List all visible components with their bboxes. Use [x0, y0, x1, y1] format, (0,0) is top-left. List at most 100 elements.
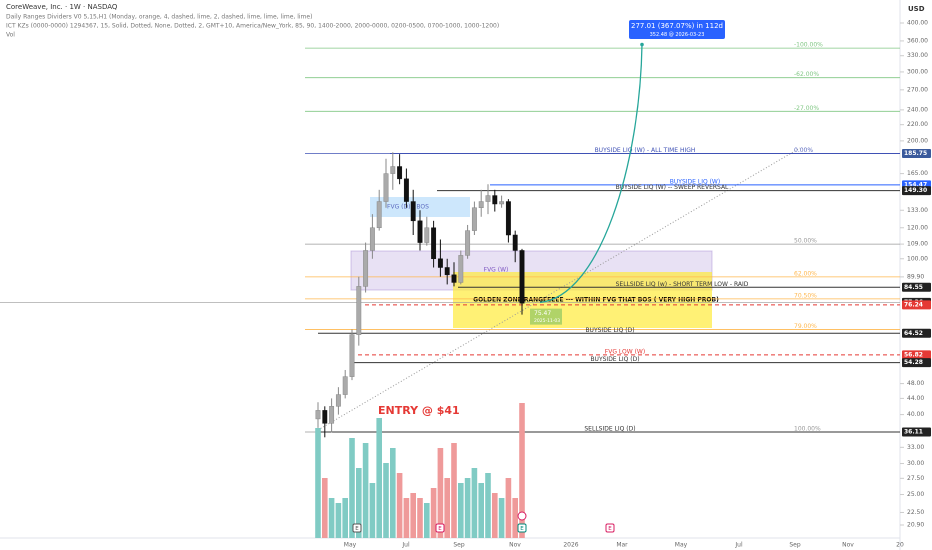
candle-body: [356, 286, 362, 335]
volume-bar: [471, 468, 478, 538]
price-tag: [902, 282, 931, 292]
event-badge: [352, 523, 362, 533]
level-label: BUYSIDE LIQ (W) - ALL TIME HIGH: [595, 147, 696, 154]
y-tick-label: 89.90: [907, 273, 924, 280]
x-tick-label: Mar: [616, 542, 628, 549]
x-tick-label: 2026: [563, 542, 578, 549]
target-date: 2026-03-23: [675, 32, 704, 38]
x-tick-label: 20: [896, 542, 904, 549]
price-tag-label: 56.82: [904, 351, 923, 358]
annotation: FVG (D) - BOS: [387, 204, 429, 211]
price-tag: [902, 300, 931, 310]
low-tag-date: 2025-11-03: [534, 318, 560, 324]
price-tag-label: 84.55: [904, 284, 923, 291]
candle-body: [431, 227, 437, 260]
fib-label: 62.00%: [794, 270, 817, 277]
price-tag-label: 54.28: [904, 359, 923, 366]
y-tick-label: 300.00: [907, 68, 928, 75]
candle-body: [424, 227, 430, 243]
level-label: BUYSIDE LIQ (D): [590, 356, 639, 363]
candle-body: [369, 227, 375, 251]
y-tick-label: 100.00: [907, 255, 928, 262]
candle-body: [444, 267, 450, 276]
y-tick-label: 220.00: [907, 121, 928, 128]
price-tag: [902, 328, 931, 338]
volume-bar: [328, 498, 335, 538]
candle-body: [478, 201, 484, 208]
volume-bar: [322, 478, 328, 538]
fib-label: 0.00%: [794, 147, 813, 154]
candle-body: [499, 201, 505, 205]
projection-curve: [539, 44, 643, 304]
fib-label: 79.00%: [794, 323, 817, 330]
volume-bar: [458, 483, 464, 538]
candle-body: [390, 166, 396, 174]
y-tick-label: 33.00: [907, 444, 924, 451]
y-tick-label: 27.50: [907, 475, 924, 482]
volume-bar: [335, 503, 342, 538]
y-tick-label: 44.00: [907, 395, 924, 402]
candle-body: [471, 207, 477, 231]
price-tag-label: 149.30: [904, 187, 927, 194]
fvg-daily-zone: [370, 197, 470, 217]
fib-label: -100.00%: [794, 42, 823, 49]
candle-body: [451, 274, 457, 283]
price-tag: [902, 148, 931, 158]
x-tick-label: Sep: [789, 542, 801, 549]
volume-bar: [349, 438, 355, 538]
candle-body: [383, 173, 389, 202]
candle-body: [349, 334, 355, 377]
y-tick-label: 22.50: [907, 509, 924, 516]
event-label: E: [355, 526, 359, 532]
chart-title: CoreWeave, Inc. · 1W · NASDAQ: [6, 3, 118, 11]
event-label: E: [520, 526, 524, 532]
indicator: Daily Ranges Dividers V0 5,15,H1 (Monday…: [6, 14, 312, 21]
volume-bar: [498, 498, 505, 538]
candle-body: [335, 394, 341, 407]
y-tick-label: 240.00: [907, 106, 928, 113]
x-tick-label: Jul: [401, 542, 410, 549]
volume-bar: [369, 483, 376, 538]
candle-body: [410, 201, 416, 222]
candle-body: [505, 201, 511, 236]
y-tick-label: 165.00: [907, 170, 928, 177]
event-badge: [517, 523, 527, 533]
target-point: [640, 42, 644, 47]
fib-label: 70.50%: [794, 292, 817, 299]
y-tick-label: 360.00: [907, 37, 928, 44]
fib-label: -27.00%: [794, 105, 819, 112]
price-tag-label: 154.47: [904, 181, 927, 188]
x-tick-label: Jul: [734, 542, 743, 549]
level-label: BUYSIDE LIQ (W) -- SWEEP REVERSAL: [616, 184, 729, 191]
y-tick-label: 270.00: [907, 86, 928, 93]
price-tag-label: 76.24: [904, 301, 923, 308]
currency: USD: [908, 5, 925, 13]
target-detail: 352.48 @ 2026-03-23: [650, 32, 705, 38]
candle-body: [492, 195, 498, 205]
candle-body: [329, 406, 335, 424]
x-tick-label: Nov: [509, 542, 521, 549]
volume-bar: [315, 428, 321, 538]
volume-bar: [437, 448, 444, 538]
entry-note: ENTRY @ $41: [378, 404, 460, 417]
y-tick-label: 120.00: [907, 224, 928, 231]
volume-bar: [424, 503, 430, 538]
x-tick-label: May: [344, 542, 357, 549]
trend-line: [317, 147, 801, 431]
fib-label: 50.00%: [794, 238, 817, 245]
y-tick-label: 25.00: [907, 491, 924, 498]
candle-body: [465, 230, 471, 256]
price-tag-label: 36.11: [904, 429, 923, 436]
volume-bar: [485, 473, 491, 538]
annotation: FVG (W): [484, 267, 509, 274]
volume-bar: [505, 478, 512, 538]
candle-body: [363, 250, 369, 287]
low-tag: [530, 308, 562, 325]
indicator: ICT KZs (0000-0000) 1294367, 15, Solid, …: [6, 23, 499, 30]
chart-layer: 400.00 360.00 330.00 300.00 270.00 240.00 220.…: [0, 20, 931, 549]
level-label: BUYSIDE LIQ (D): [585, 327, 634, 334]
volume-bar: [410, 493, 416, 538]
volume-bar: [403, 498, 410, 538]
candle-body: [376, 201, 382, 229]
